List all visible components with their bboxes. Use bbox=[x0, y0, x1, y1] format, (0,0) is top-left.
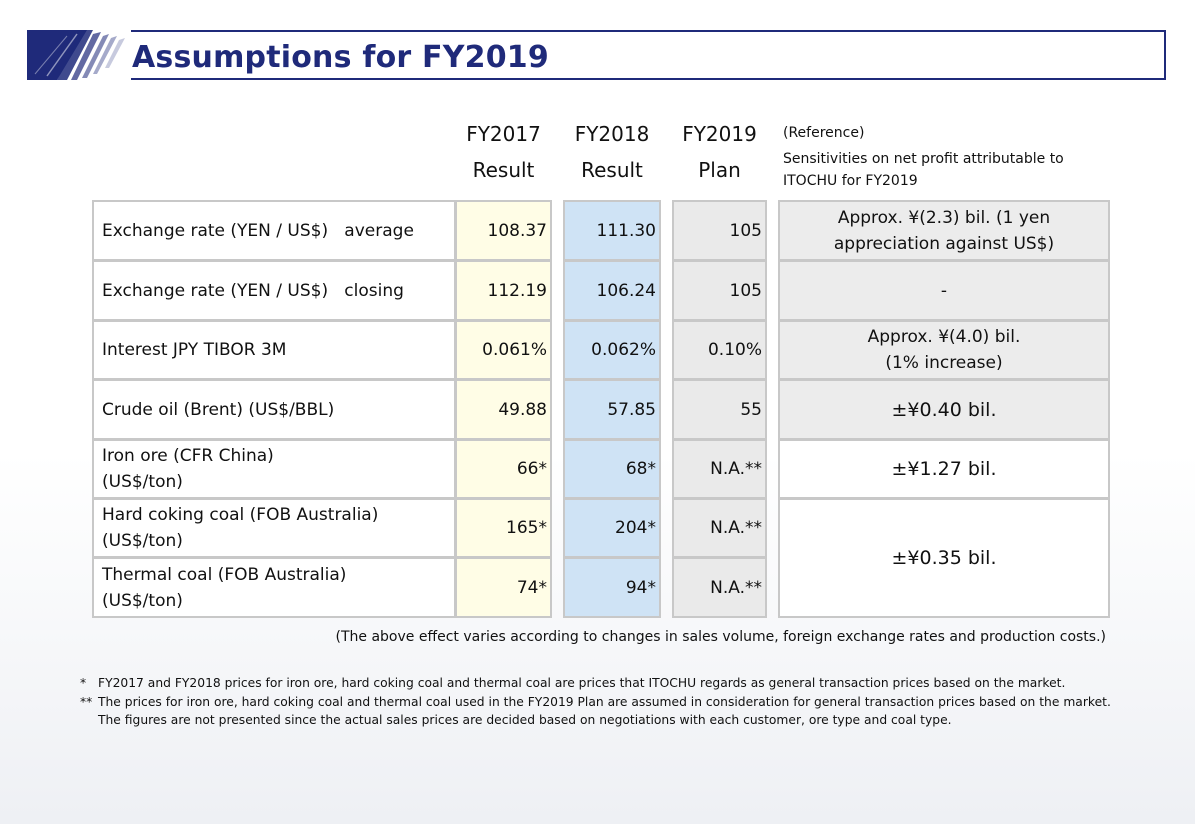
cell-fy2018-crude-oil: 57.85 bbox=[563, 379, 661, 440]
effect-note: (The above effect varies according to ch… bbox=[335, 629, 1107, 645]
cell-sensitivity-fx-average: Approx. ¥(2.3) bil. (1 yen appreciation … bbox=[778, 200, 1110, 261]
column-header-reference: (Reference) Sensitivities on net profit … bbox=[783, 122, 1103, 192]
cell-sensitivity-fx-closing: - bbox=[778, 260, 1110, 321]
row-label-thermal-coal: Thermal coal (FOB Australia) (US$/ton) bbox=[92, 557, 456, 618]
cell-fy2019-fx-closing: 105 bbox=[672, 260, 767, 321]
cell-fy2017-thermal-coal: 74* bbox=[455, 557, 552, 618]
cell-fy2018-thermal-coal: 94* bbox=[563, 557, 661, 618]
cell-sensitivity-interest: Approx. ¥(4.0) bil. (1% increase) bbox=[778, 320, 1110, 380]
footnote-text: The prices for iron ore, hard coking coa… bbox=[98, 694, 1111, 709]
row-label-iron-ore: Iron ore (CFR China) (US$/ton) bbox=[92, 439, 456, 499]
row-label-text: Exchange rate (YEN / US$) average bbox=[102, 220, 414, 241]
row-label-text: Exchange rate (YEN / US$) closing bbox=[102, 280, 404, 301]
footnote-text: FY2017 and FY2018 prices for iron ore, h… bbox=[98, 676, 1066, 690]
column-header-fy2017-year: FY2017 bbox=[466, 122, 541, 146]
reference-description: Sensitivities on net profit attributable… bbox=[783, 151, 1064, 189]
column-header-fy2017-type: Result bbox=[472, 158, 535, 182]
cell-fy2017-fx-average: 108.37 bbox=[455, 200, 552, 261]
cell-sensitivity-coal: ±¥0.35 bil. bbox=[778, 498, 1110, 618]
footnotes: * FY2017 and FY2018 prices for iron ore,… bbox=[80, 674, 1180, 730]
cell-fy2017-interest: 0.061% bbox=[455, 320, 552, 380]
footnote-1: * FY2017 and FY2018 prices for iron ore,… bbox=[80, 674, 1180, 693]
column-header-fy2017: FY2017 Result bbox=[455, 116, 552, 188]
cell-sensitivity-crude-oil: ±¥0.40 bil. bbox=[778, 379, 1110, 440]
cell-fy2019-interest: 0.10% bbox=[672, 320, 767, 380]
row-label-line1: Hard coking coal (FOB Australia) bbox=[102, 505, 379, 525]
row-label-crude-oil: Crude oil (Brent) (US$/BBL) bbox=[92, 379, 456, 440]
footnote-mark: * bbox=[80, 676, 87, 690]
reference-label: (Reference) bbox=[783, 125, 865, 141]
cell-fy2018-interest: 0.062% bbox=[563, 320, 661, 380]
column-header-fy2018: FY2018 Result bbox=[563, 116, 661, 188]
cell-fy2017-crude-oil: 49.88 bbox=[455, 379, 552, 440]
row-label-interest: Interest JPY TIBOR 3M bbox=[92, 320, 456, 380]
row-label-line1: Iron ore (CFR China) bbox=[102, 446, 274, 466]
cell-fy2019-hard-coking-coal: N.A.** bbox=[672, 498, 767, 558]
column-header-fy2018-year: FY2018 bbox=[574, 122, 650, 146]
row-label-line2: (US$/ton) bbox=[102, 590, 183, 611]
cell-fy2018-iron-ore: 68* bbox=[563, 439, 661, 499]
row-label-fx-closing: Exchange rate (YEN / US$) closing bbox=[92, 260, 456, 321]
column-header-fy2019-year: FY2019 bbox=[682, 122, 757, 146]
sensitivity-line1: Approx. ¥(4.0) bil. bbox=[867, 327, 1021, 347]
row-label-fx-average: Exchange rate (YEN / US$) average bbox=[92, 200, 456, 261]
cell-fy2019-fx-average: 105 bbox=[672, 200, 767, 261]
cell-fy2017-fx-closing: 112.19 bbox=[455, 260, 552, 321]
footnote-mark: ** bbox=[80, 694, 93, 709]
brush-stroke-decoration bbox=[27, 30, 131, 80]
row-label-line1: Thermal coal (FOB Australia) bbox=[102, 564, 347, 585]
footnote-mark bbox=[80, 711, 98, 730]
footnote-3: The figures are not presented since the … bbox=[80, 711, 1180, 730]
cell-fy2017-iron-ore: 66* bbox=[455, 439, 552, 499]
row-label-line2: (US$/ton) bbox=[102, 531, 183, 551]
column-header-fy2018-type: Result bbox=[581, 158, 643, 182]
cell-fy2019-thermal-coal: N.A.** bbox=[672, 557, 767, 618]
title-bar: Assumptions for FY2019 bbox=[27, 30, 1166, 80]
cell-fy2019-iron-ore: N.A.** bbox=[672, 439, 767, 499]
page-title: Assumptions for FY2019 bbox=[132, 40, 549, 75]
footnote-text: The figures are not presented since the … bbox=[98, 713, 952, 727]
cell-sensitivity-iron-ore: ±¥1.27 bil. bbox=[778, 439, 1110, 499]
row-label-line2: (US$/ton) bbox=[102, 472, 183, 492]
row-label-hard-coking-coal: Hard coking coal (FOB Australia) (US$/to… bbox=[92, 498, 456, 558]
footnote-2: ** The prices for iron ore, hard coking … bbox=[80, 693, 1180, 712]
cell-fy2019-crude-oil: 55 bbox=[672, 379, 767, 440]
sensitivity-line2: (1% increase) bbox=[885, 353, 1003, 373]
cell-fy2018-fx-closing: 106.24 bbox=[563, 260, 661, 321]
cell-fy2018-fx-average: 111.30 bbox=[563, 200, 661, 261]
sensitivity-text: Approx. ¥(2.3) bil. (1 yen appreciation … bbox=[833, 207, 1055, 254]
column-header-fy2019-type: Plan bbox=[698, 158, 741, 182]
column-header-fy2019: FY2019 Plan bbox=[672, 116, 767, 188]
cell-fy2018-hard-coking-coal: 204* bbox=[563, 498, 661, 558]
cell-fy2017-hard-coking-coal: 165* bbox=[455, 498, 552, 558]
